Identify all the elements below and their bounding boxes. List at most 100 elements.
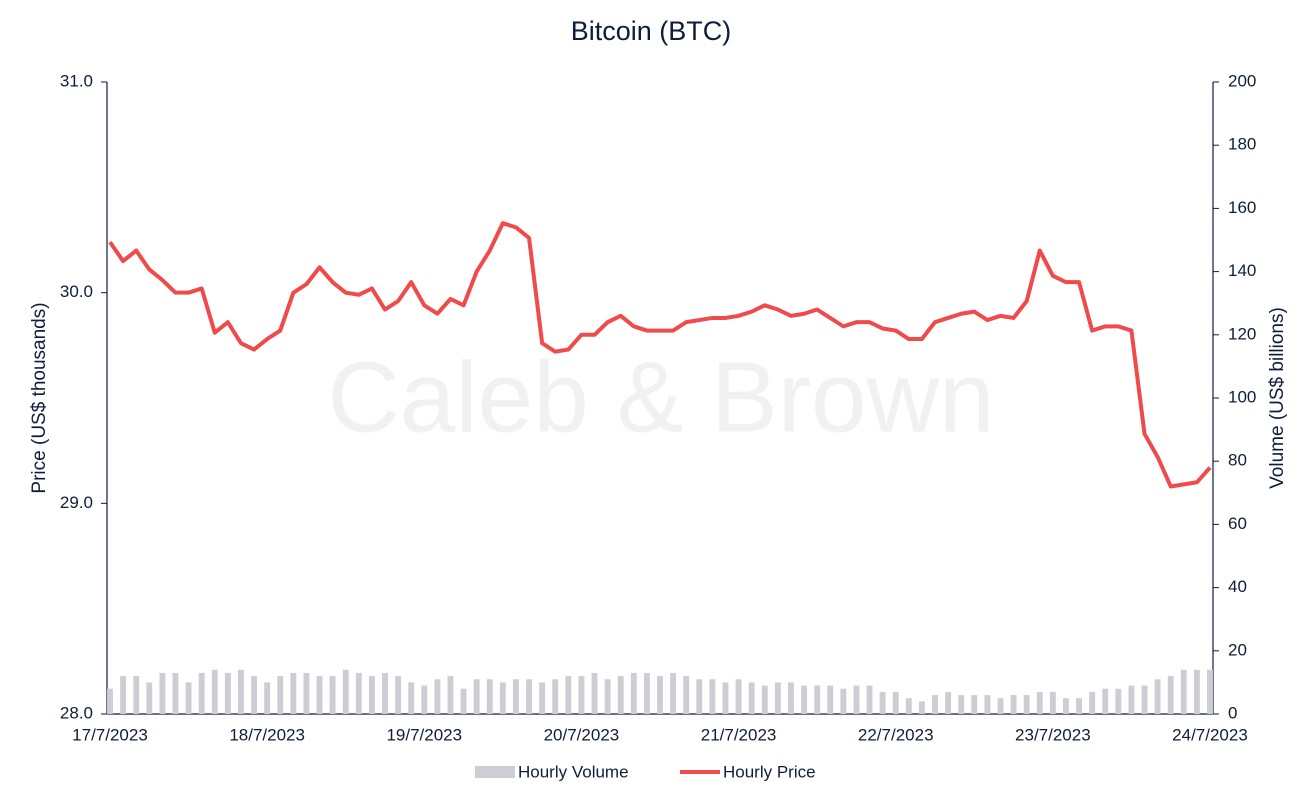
volume-bar bbox=[434, 679, 441, 714]
volume-bar bbox=[761, 685, 768, 714]
legend-label: Hourly Volume bbox=[518, 762, 629, 781]
volume-bar bbox=[1036, 691, 1043, 714]
volume-bar bbox=[159, 672, 166, 714]
volume-bar bbox=[251, 676, 257, 714]
volume-bar bbox=[1049, 691, 1056, 714]
volume-bar bbox=[918, 701, 925, 714]
volume-bar bbox=[905, 698, 912, 714]
volume-bar bbox=[120, 676, 127, 714]
y-axis-label: Price (US$ thousands) bbox=[29, 302, 50, 493]
y2-tick-label: 0 bbox=[1228, 703, 1237, 722]
volume-bar bbox=[224, 672, 231, 714]
volume-bar bbox=[172, 672, 179, 714]
volume-bar bbox=[748, 682, 755, 714]
volume-bar bbox=[814, 685, 821, 714]
y-tick-label: 31.0 bbox=[60, 71, 93, 90]
volume-bar bbox=[1063, 698, 1069, 714]
volume-bar bbox=[264, 682, 271, 714]
volume-bar bbox=[997, 698, 1004, 714]
y2-tick-label: 180 bbox=[1228, 135, 1256, 154]
volume-bar bbox=[473, 679, 480, 714]
volume-bar bbox=[722, 682, 729, 714]
y2-tick-label: 20 bbox=[1228, 640, 1247, 659]
x-tick-label: 18/7/2023 bbox=[229, 725, 305, 744]
volume-bar bbox=[827, 685, 834, 714]
volume-bar bbox=[290, 672, 297, 714]
volume-bar bbox=[788, 682, 794, 714]
volume-bar bbox=[1141, 685, 1148, 714]
volume-bar bbox=[526, 679, 532, 714]
volume-bar bbox=[421, 685, 428, 714]
watermark: Caleb & Brown bbox=[328, 341, 995, 453]
volume-bar bbox=[840, 688, 847, 714]
x-tick-label: 21/7/2023 bbox=[701, 725, 777, 744]
volume-bar bbox=[866, 685, 873, 714]
volume-bar bbox=[696, 679, 703, 714]
volume-bar bbox=[617, 676, 624, 714]
volume-bar bbox=[1167, 676, 1174, 714]
volume-bar bbox=[1076, 698, 1082, 714]
y2-tick-label: 40 bbox=[1228, 577, 1247, 596]
y-tick-label: 30.0 bbox=[60, 282, 93, 301]
volume-bar bbox=[604, 679, 611, 714]
volume-bar bbox=[565, 676, 572, 714]
volume-bar bbox=[368, 676, 375, 714]
volume-bar bbox=[303, 672, 310, 714]
volume-bar bbox=[329, 676, 336, 714]
volume-bar bbox=[539, 682, 546, 714]
y2-tick-label: 200 bbox=[1228, 71, 1256, 90]
volume-bar bbox=[133, 676, 140, 714]
volume-bar bbox=[657, 676, 663, 714]
volume-bar bbox=[1023, 695, 1030, 714]
x-tick-label: 23/7/2023 bbox=[1015, 725, 1091, 744]
y2-tick-label: 120 bbox=[1228, 324, 1256, 343]
legend-swatch bbox=[475, 766, 515, 778]
y2-tick-label: 140 bbox=[1228, 261, 1256, 280]
volume-bar bbox=[735, 679, 742, 714]
volume-bar bbox=[1089, 691, 1096, 714]
volume-bar bbox=[932, 695, 938, 714]
volume-bar bbox=[670, 672, 677, 714]
volume-bar bbox=[984, 695, 991, 714]
legend-label: Hourly Price bbox=[723, 762, 816, 781]
y-tick-label: 28.0 bbox=[60, 703, 93, 722]
volume-bar bbox=[945, 691, 952, 714]
x-tick-label: 24/7/2023 bbox=[1172, 725, 1248, 744]
volume-bar bbox=[643, 672, 650, 714]
volume-bar bbox=[774, 682, 781, 714]
volume-bar bbox=[1128, 685, 1135, 714]
volume-bar bbox=[238, 669, 244, 714]
volume-bar bbox=[1193, 669, 1200, 714]
volume-bar bbox=[683, 676, 690, 714]
volume-bar bbox=[447, 676, 454, 714]
volume-bar bbox=[709, 679, 716, 714]
volume-bar bbox=[552, 679, 559, 714]
volume-bar bbox=[971, 695, 978, 714]
volume-bar bbox=[146, 682, 153, 714]
volume-bar bbox=[355, 672, 362, 714]
volume-bar bbox=[198, 672, 205, 714]
x-tick-label: 17/7/2023 bbox=[72, 725, 148, 744]
volume-bar bbox=[211, 669, 218, 714]
y2-tick-label: 60 bbox=[1228, 514, 1247, 533]
volume-bar bbox=[1180, 669, 1187, 714]
volume-bar bbox=[513, 679, 519, 714]
volume-bar bbox=[1102, 688, 1109, 714]
y2-axis-label: Volume (US$ billions) bbox=[1267, 307, 1288, 489]
volume-bar bbox=[1115, 688, 1122, 714]
chart-title: Bitcoin (BTC) bbox=[571, 16, 732, 46]
x-tick-label: 20/7/2023 bbox=[544, 725, 620, 744]
volume-bar bbox=[801, 685, 807, 714]
volume-bar bbox=[499, 682, 506, 714]
volume-bar bbox=[342, 669, 349, 714]
volume-bar bbox=[382, 672, 388, 714]
x-tick-label: 19/7/2023 bbox=[386, 725, 462, 744]
volume-bar bbox=[630, 672, 637, 714]
volume-bar bbox=[591, 672, 598, 714]
volume-bar bbox=[395, 676, 402, 714]
y2-tick-label: 100 bbox=[1228, 387, 1256, 406]
volume-bar bbox=[107, 688, 113, 714]
y2-tick-label: 160 bbox=[1228, 198, 1256, 217]
volume-bar bbox=[316, 676, 323, 714]
